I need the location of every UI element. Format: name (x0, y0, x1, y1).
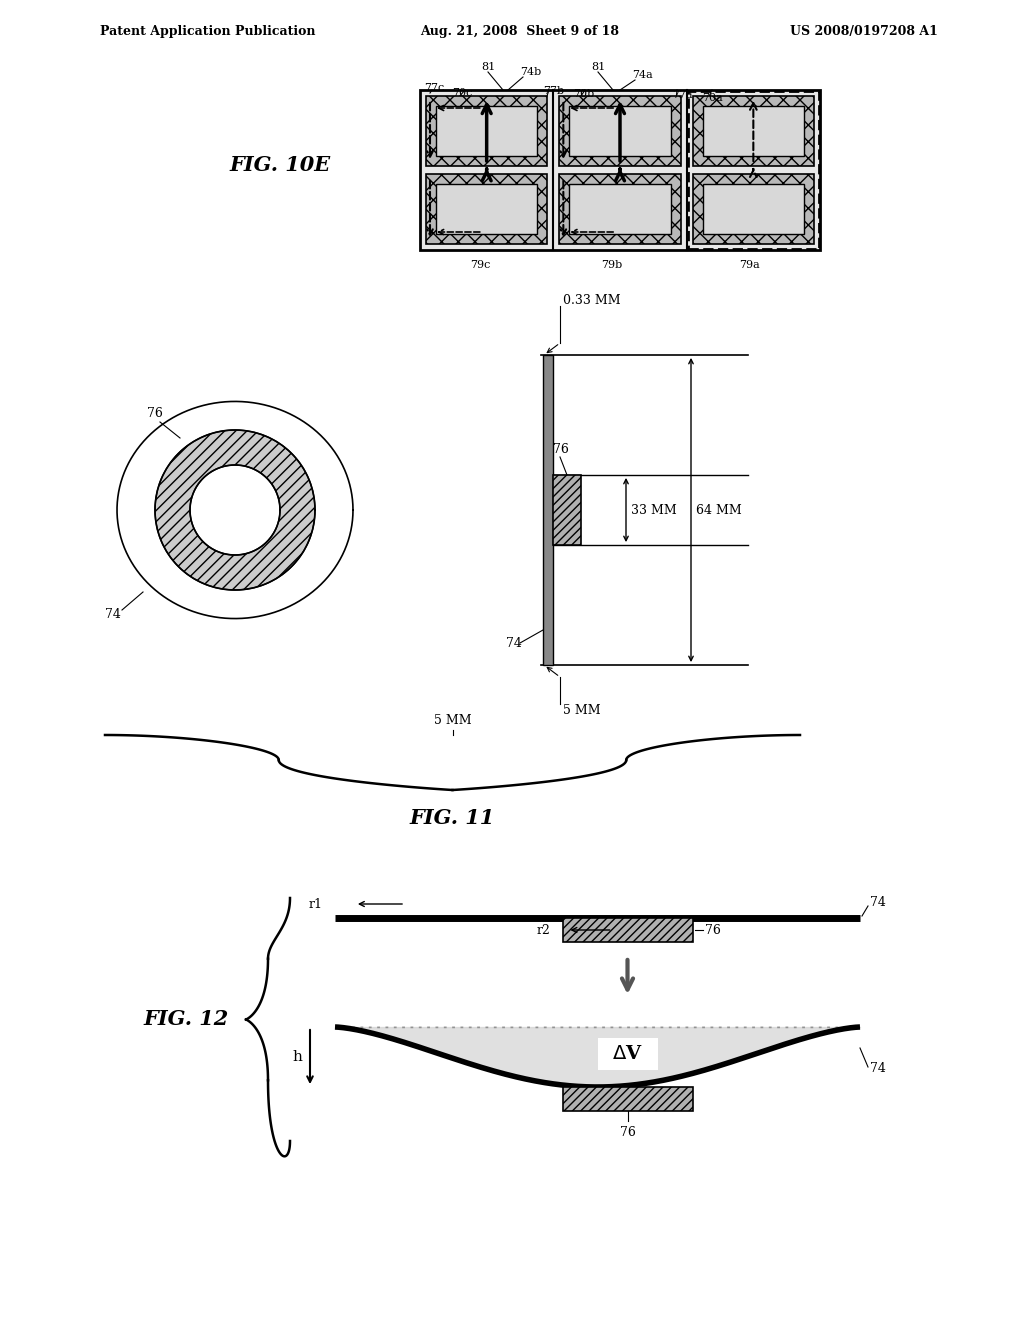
Bar (569, 183, 671, 234)
Bar (426, 174, 548, 244)
Text: 77b: 77b (543, 86, 564, 96)
Text: 81: 81 (481, 62, 496, 73)
Bar (702, 183, 804, 234)
FancyBboxPatch shape (597, 1038, 657, 1071)
Bar (559, 96, 681, 166)
Bar (436, 106, 538, 156)
Text: 76: 76 (620, 1126, 636, 1139)
Text: 70a: 70a (702, 92, 723, 103)
Text: FIG. 10E: FIG. 10E (229, 154, 331, 176)
Text: 74: 74 (105, 609, 121, 620)
Bar (543, 355, 553, 665)
Text: r1: r1 (309, 898, 323, 911)
Bar (692, 174, 814, 244)
Text: 70b: 70b (573, 88, 594, 99)
Text: 74b: 74b (520, 67, 542, 77)
Text: 70c: 70c (452, 88, 472, 98)
Bar (559, 174, 681, 244)
Text: 74: 74 (870, 1063, 886, 1076)
Text: FIG. 12: FIG. 12 (143, 1010, 228, 1030)
Text: FIG. 11: FIG. 11 (410, 808, 496, 828)
Bar (562, 917, 692, 942)
Bar (562, 1086, 692, 1111)
Text: 81: 81 (591, 62, 605, 73)
Text: 0.33 MM: 0.33 MM (563, 293, 621, 306)
Text: 74: 74 (506, 638, 522, 649)
Text: 79c: 79c (470, 260, 490, 271)
Bar (692, 96, 814, 166)
Bar (421, 91, 552, 249)
Text: $\Delta$V: $\Delta$V (612, 1045, 643, 1063)
Text: 76: 76 (147, 407, 163, 420)
Bar (554, 91, 686, 249)
Text: US 2008/0197208 A1: US 2008/0197208 A1 (790, 25, 938, 38)
Text: 76: 76 (705, 924, 720, 936)
Bar (702, 106, 804, 156)
Bar (569, 106, 671, 156)
Bar (688, 91, 819, 249)
Text: Patent Application Publication: Patent Application Publication (100, 25, 315, 38)
Text: 33 MM: 33 MM (631, 503, 677, 516)
Text: 5 MM: 5 MM (434, 714, 471, 727)
Text: 64 MM: 64 MM (696, 503, 741, 516)
Text: h: h (292, 1049, 302, 1064)
Text: 79a: 79a (739, 260, 761, 271)
Text: 77a: 77a (672, 90, 692, 100)
Text: Aug. 21, 2008  Sheet 9 of 18: Aug. 21, 2008 Sheet 9 of 18 (420, 25, 618, 38)
Text: 79b: 79b (601, 260, 623, 271)
Text: r2: r2 (537, 924, 551, 936)
Bar (426, 96, 548, 166)
Bar (553, 475, 581, 545)
Text: 5 MM: 5 MM (563, 704, 601, 717)
Text: 77c: 77c (424, 83, 444, 92)
Bar (688, 91, 819, 249)
Text: 76: 76 (553, 444, 569, 455)
Text: 74a: 74a (632, 70, 652, 81)
Bar (436, 183, 538, 234)
Text: 74: 74 (870, 896, 886, 909)
Bar (420, 90, 820, 249)
